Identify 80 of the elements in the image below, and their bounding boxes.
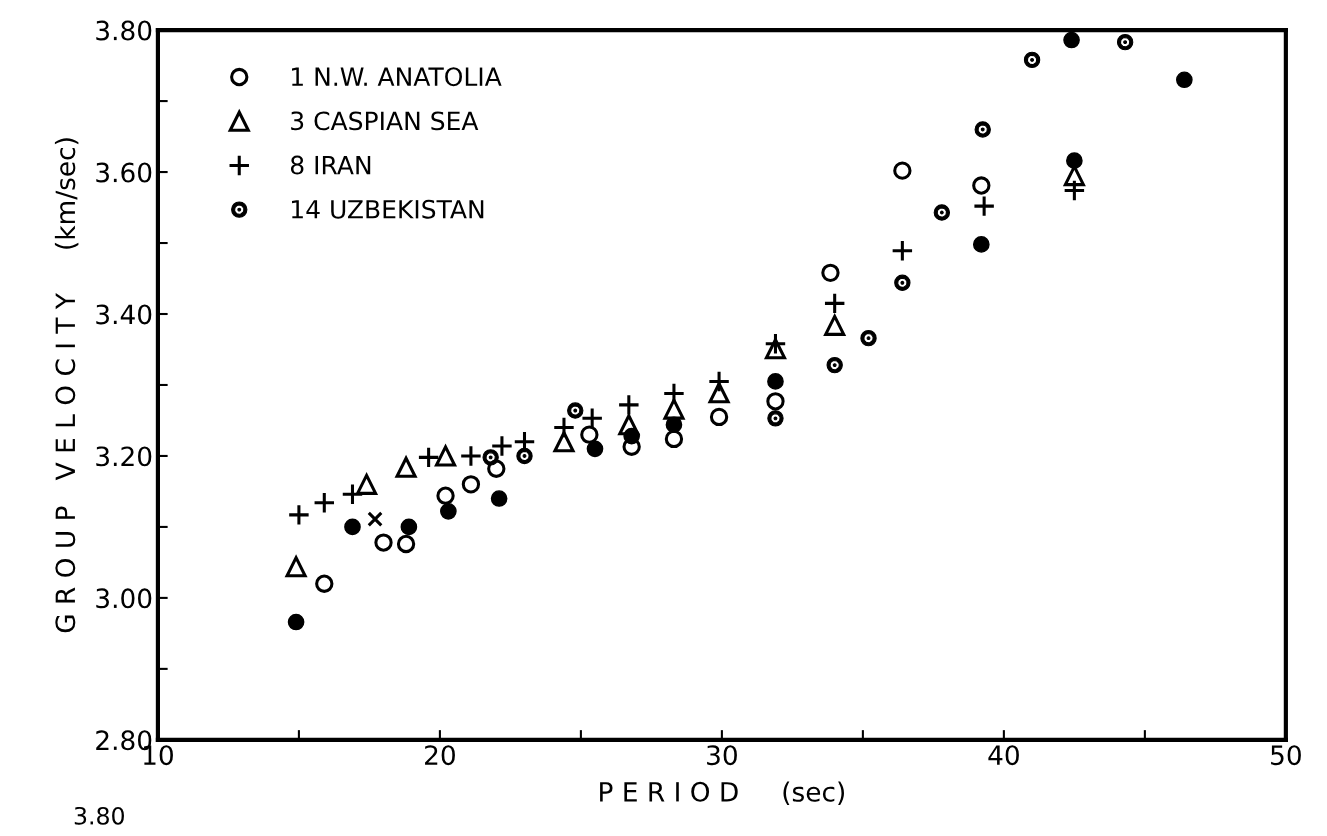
point [663, 398, 685, 420]
point [285, 556, 307, 578]
point [374, 533, 393, 552]
point [664, 429, 684, 449]
point [1116, 33, 1134, 51]
legend-label: 8 IRAN [290, 155, 371, 175]
point [821, 263, 840, 282]
point [1066, 152, 1083, 170]
legend-label: 1 N.W. ANATOLIA [292, 67, 502, 87]
point [356, 473, 378, 495]
point [586, 440, 604, 458]
y-tick-label: 3.60 [96, 162, 152, 183]
x-tick-label: 40 [988, 745, 1019, 766]
point [396, 534, 416, 554]
point [764, 338, 787, 360]
point [1063, 179, 1086, 202]
point [974, 121, 991, 138]
point [580, 407, 604, 430]
point [315, 574, 334, 593]
point [516, 447, 533, 465]
point [400, 518, 418, 536]
point [972, 176, 991, 195]
point [823, 292, 846, 315]
x-tick-label: 20 [425, 745, 455, 766]
point [1063, 31, 1080, 49]
point [482, 449, 499, 466]
point [490, 434, 514, 458]
point [767, 410, 784, 427]
x-tick-label: 30 [707, 745, 737, 766]
point [434, 445, 457, 467]
point [487, 459, 506, 478]
point [708, 382, 730, 404]
point [766, 392, 785, 411]
point [341, 483, 364, 506]
point [764, 332, 787, 356]
point [552, 416, 576, 439]
point [972, 236, 990, 253]
point [436, 486, 455, 505]
point [662, 382, 686, 405]
x-axis-title: P E R I O D (sec) [600, 781, 845, 805]
legend-label: 3 CASPIAN SEA [291, 111, 479, 131]
point [860, 329, 877, 347]
point [367, 511, 383, 527]
legend-label: 14 UZBEKISTAN [292, 199, 484, 219]
point [891, 239, 914, 263]
point [287, 613, 305, 631]
point [767, 373, 784, 390]
x-tick-label: 50 [1271, 745, 1301, 766]
point [894, 274, 911, 291]
point [665, 416, 683, 434]
point [553, 431, 575, 453]
point [287, 503, 311, 527]
y-axis-title: G R O U P V E L O C I T Y (km/sec) [54, 138, 79, 633]
point [893, 161, 912, 180]
point [1023, 51, 1041, 69]
point [933, 204, 951, 221]
point [1176, 71, 1193, 89]
y-tick-label: 3.80 [96, 20, 152, 41]
point [617, 393, 641, 417]
y-tick-label: 3.20 [96, 446, 152, 467]
point [826, 356, 843, 374]
point [394, 454, 418, 478]
point [824, 314, 846, 336]
y-tick-label: 3.00 [96, 588, 152, 609]
point [567, 402, 584, 419]
point [623, 427, 640, 445]
point [344, 518, 361, 536]
point [707, 370, 731, 393]
point [490, 490, 508, 507]
point [709, 407, 729, 427]
point [459, 444, 483, 468]
text: 3.80 [74, 806, 124, 825]
y-tick-label: 3.40 [96, 304, 152, 325]
point [417, 446, 440, 469]
point [580, 425, 599, 444]
point [972, 194, 996, 218]
point [618, 414, 640, 436]
point [461, 475, 481, 494]
point [440, 502, 457, 520]
point [313, 491, 336, 515]
